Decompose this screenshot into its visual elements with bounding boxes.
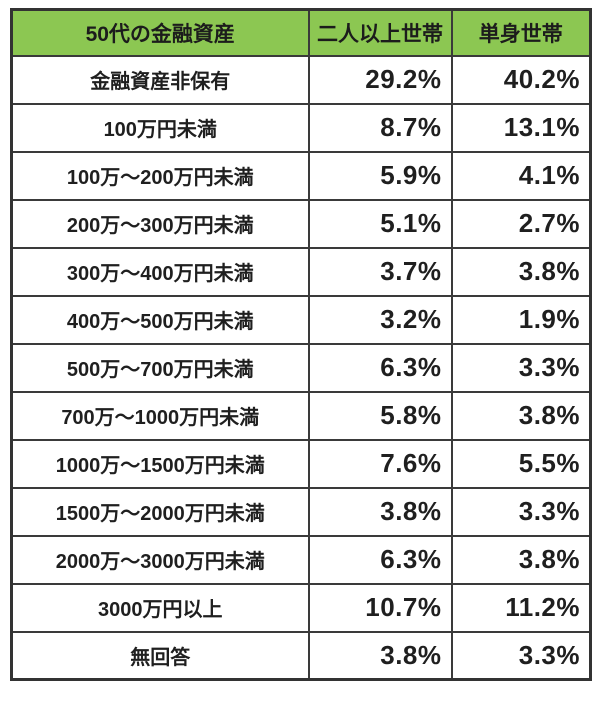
row-label: 300万〜400万円未満 [10,246,310,297]
header-category: 50代の金融資産 [10,8,310,57]
table-row: 金融資産非保有 29.2% 40.2% [10,54,592,105]
table-row: 700万〜1000万円未満 5.8% 3.8% [10,390,592,441]
multi-person-value: 29.2% [307,54,453,105]
multi-person-value: 3.8% [307,630,453,681]
multi-person-value: 3.2% [307,294,453,345]
table-row: 100万円未満 8.7% 13.1% [10,102,592,153]
multi-person-value: 8.7% [307,102,453,153]
row-label: 700万〜1000万円未満 [10,390,310,441]
row-label: 2000万〜3000万円未満 [10,534,310,585]
single-value: 11.2% [450,582,592,633]
table-row: 1500万〜2000万円未満 3.8% 3.3% [10,486,592,537]
single-value: 3.3% [450,630,592,681]
single-value: 3.8% [450,246,592,297]
single-value: 2.7% [450,198,592,249]
single-value: 5.5% [450,438,592,489]
table-row: 2000万〜3000万円未満 6.3% 3.8% [10,534,592,585]
table-row: 200万〜300万円未満 5.1% 2.7% [10,198,592,249]
row-label: 100万〜200万円未満 [10,150,310,201]
single-value: 4.1% [450,150,592,201]
multi-person-value: 10.7% [307,582,453,633]
multi-person-value: 3.8% [307,486,453,537]
single-value: 40.2% [450,54,592,105]
multi-person-value: 6.3% [307,342,453,393]
table-row: 3000万円以上 10.7% 11.2% [10,582,592,633]
row-label: 無回答 [10,630,310,681]
row-label: 1500万〜2000万円未満 [10,486,310,537]
multi-person-value: 5.9% [307,150,453,201]
row-label: 金融資産非保有 [10,54,310,105]
single-value: 1.9% [450,294,592,345]
multi-person-value: 5.8% [307,390,453,441]
table-row: 100万〜200万円未満 5.9% 4.1% [10,150,592,201]
multi-person-value: 7.6% [307,438,453,489]
row-label: 3000万円以上 [10,582,310,633]
table-row: 無回答 3.8% 3.3% [10,630,592,681]
header-single-household: 単身世帯 [450,8,592,57]
row-label: 400万〜500万円未満 [10,294,310,345]
single-value: 3.8% [450,390,592,441]
single-value: 3.3% [450,342,592,393]
table-header-row: 50代の金融資産 二人以上世帯 単身世帯 [10,8,592,57]
multi-person-value: 3.7% [307,246,453,297]
table-row: 1000万〜1500万円未満 7.6% 5.5% [10,438,592,489]
multi-person-value: 6.3% [307,534,453,585]
row-label: 500万〜700万円未満 [10,342,310,393]
row-label: 100万円未満 [10,102,310,153]
multi-person-value: 5.1% [307,198,453,249]
table-row: 300万〜400万円未満 3.7% 3.8% [10,246,592,297]
financial-assets-table: 50代の金融資産 二人以上世帯 単身世帯 金融資産非保有 29.2% 40.2%… [10,8,592,681]
table-row: 500万〜700万円未満 6.3% 3.3% [10,342,592,393]
header-multi-person-household: 二人以上世帯 [307,8,453,57]
single-value: 3.8% [450,534,592,585]
single-value: 13.1% [450,102,592,153]
row-label: 1000万〜1500万円未満 [10,438,310,489]
single-value: 3.3% [450,486,592,537]
row-label: 200万〜300万円未満 [10,198,310,249]
table-row: 400万〜500万円未満 3.2% 1.9% [10,294,592,345]
